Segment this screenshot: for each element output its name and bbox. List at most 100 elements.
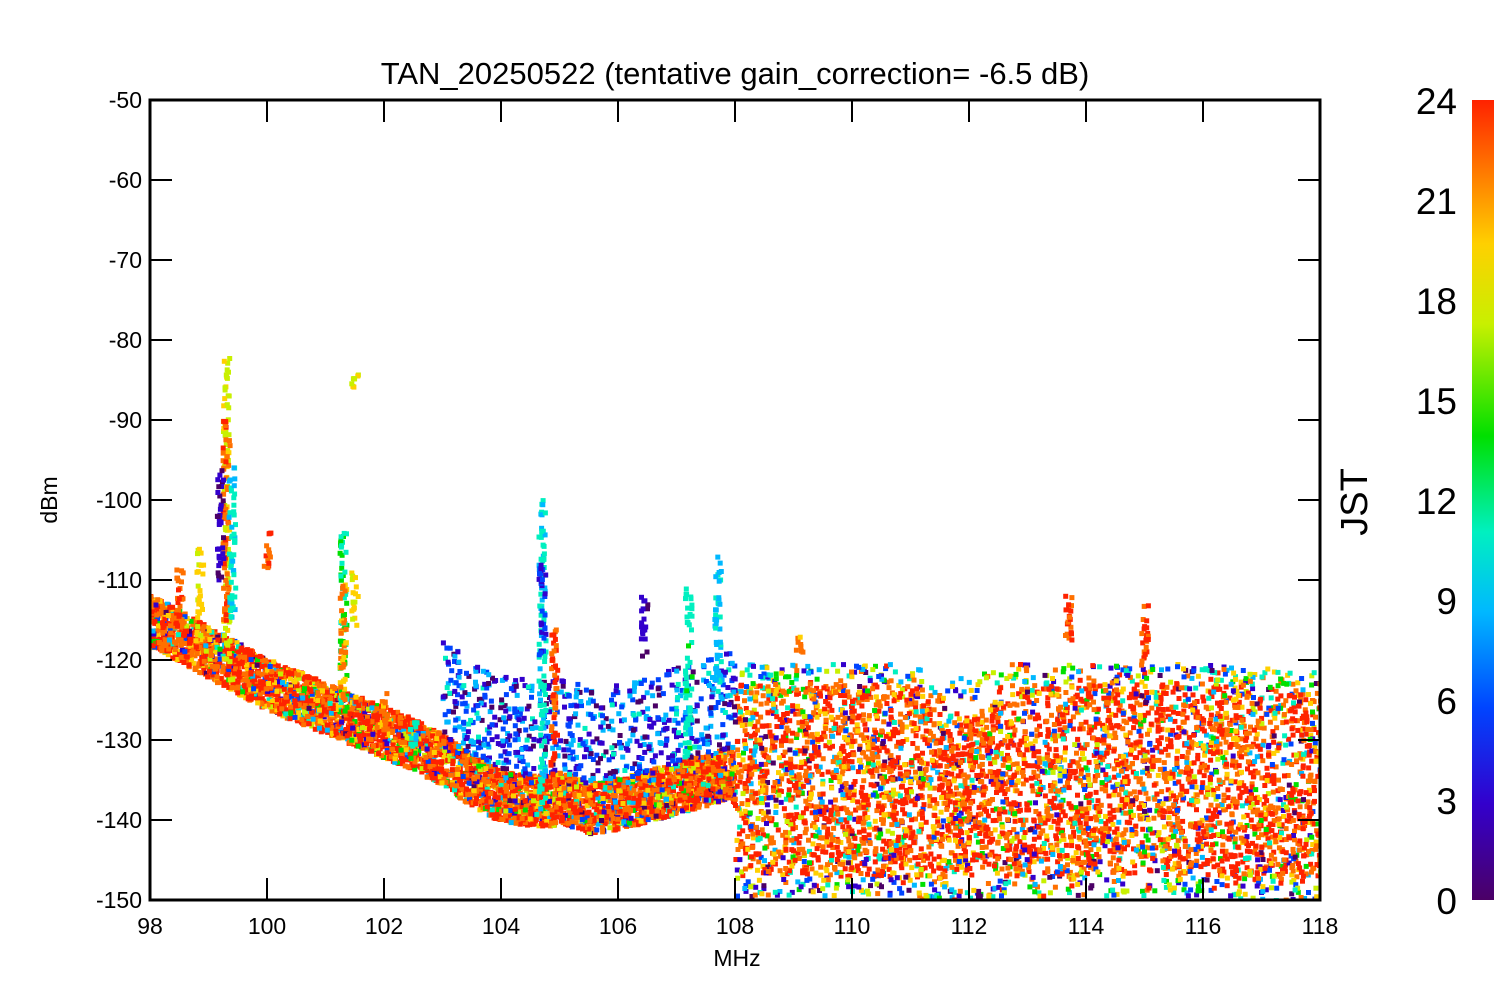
data-point (1058, 755, 1063, 761)
data-point (791, 816, 797, 821)
data-point (205, 625, 211, 631)
data-point (1301, 853, 1307, 859)
data-point (1221, 869, 1227, 875)
data-point (921, 712, 927, 718)
data-point (887, 874, 893, 879)
data-point (1131, 846, 1136, 852)
data-point (446, 753, 452, 759)
data-point (1136, 779, 1142, 785)
data-point (1244, 731, 1249, 737)
data-point (371, 726, 376, 732)
data-point (1112, 788, 1118, 793)
data-point (405, 744, 411, 750)
data-point (823, 865, 829, 871)
data-point (700, 754, 706, 760)
data-point (784, 764, 790, 769)
data-point (1081, 698, 1087, 704)
data-point (1213, 716, 1219, 722)
data-point (836, 853, 842, 859)
data-point (322, 719, 328, 725)
data-point (798, 785, 804, 791)
data-point (565, 798, 571, 804)
data-point (951, 869, 957, 875)
data-point (975, 776, 981, 781)
data-point (788, 738, 794, 744)
data-point (849, 719, 855, 725)
data-point (757, 683, 763, 689)
data-point (165, 652, 171, 658)
data-point (1155, 724, 1161, 730)
data-point (1171, 709, 1176, 715)
data-point (1002, 860, 1008, 866)
data-point (852, 816, 858, 822)
data-point (990, 736, 995, 741)
data-point (1182, 838, 1188, 844)
data-point (989, 718, 995, 724)
data-point (810, 841, 816, 847)
data-point (1234, 868, 1239, 874)
data-point (1038, 784, 1043, 789)
data-point (765, 684, 771, 690)
data-point (337, 704, 343, 710)
data-point (904, 791, 910, 797)
data-point (1111, 814, 1117, 820)
data-point (1078, 696, 1084, 702)
data-point (984, 853, 990, 859)
data-point (953, 744, 959, 750)
data-point (876, 872, 881, 878)
data-point (1021, 739, 1027, 745)
data-point (937, 693, 943, 698)
data-point (1303, 852, 1309, 858)
data-point (1026, 869, 1032, 874)
data-point (635, 812, 640, 818)
data-point (1185, 749, 1191, 755)
data-point (866, 866, 872, 872)
data-point (797, 748, 803, 754)
data-point (591, 804, 597, 810)
data-point (1234, 771, 1240, 777)
data-point (822, 734, 828, 740)
data-point (1016, 866, 1022, 872)
data-point (745, 764, 750, 770)
data-point (635, 821, 641, 827)
data-point (579, 798, 585, 804)
data-point (766, 696, 772, 702)
data-point (893, 810, 899, 816)
data-point (735, 747, 741, 753)
data-point (748, 710, 754, 716)
data-point (1105, 830, 1111, 836)
data-point (1024, 735, 1030, 741)
data-point (897, 765, 903, 771)
data-point (1138, 724, 1144, 730)
data-point (804, 745, 810, 751)
data-point (731, 767, 737, 773)
data-point (393, 728, 399, 734)
data-point (1160, 858, 1166, 864)
data-point (838, 873, 844, 879)
data-point (1199, 823, 1205, 829)
data-point (902, 842, 908, 848)
data-point (911, 798, 917, 804)
data-point (839, 771, 845, 777)
data-point (1059, 830, 1065, 836)
data-point (874, 808, 880, 814)
data-point (1249, 700, 1255, 706)
data-point (981, 789, 987, 794)
data-point (1036, 834, 1042, 840)
data-point (1235, 705, 1241, 710)
data-point (626, 799, 632, 805)
data-point (1014, 870, 1020, 876)
data-point (1023, 777, 1029, 783)
data-point (1214, 727, 1220, 733)
data-point (855, 692, 861, 698)
data-point (1187, 779, 1193, 785)
data-point (802, 694, 808, 700)
data-point (773, 856, 779, 862)
data-point (1013, 857, 1019, 862)
data-point (748, 827, 754, 833)
data-point (918, 793, 924, 799)
data-point (992, 827, 998, 833)
data-point (1055, 717, 1061, 723)
data-point (1225, 787, 1231, 793)
data-point (1019, 827, 1025, 832)
